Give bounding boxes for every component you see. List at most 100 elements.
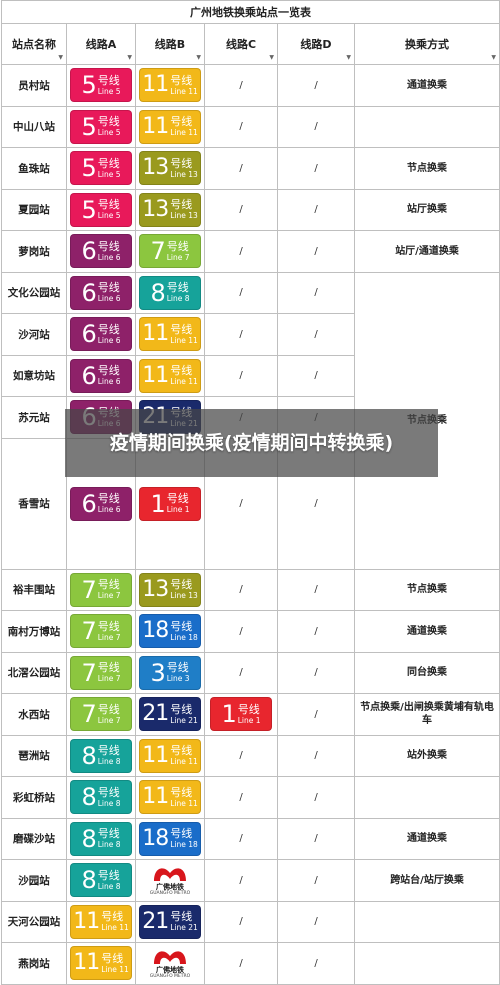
line-number: 6	[81, 361, 96, 390]
line-number: 7	[150, 237, 165, 266]
line-cn-label: 号线	[97, 73, 120, 87]
line-cell: 18 号线 Line 18	[135, 610, 205, 653]
line-cn-label: 号线	[97, 661, 120, 675]
empty-line-cell: /	[277, 147, 355, 190]
empty-line-cell: /	[277, 900, 355, 943]
line-number: 18	[142, 618, 169, 644]
line-number: 11	[142, 72, 169, 98]
table-row: 水西站 7 号线 Line 7 21 号线 Line 21 1 号线 Line 1/节点换乘/出闸…	[1, 693, 500, 736]
line-cell: 18 号线 Line 18	[135, 817, 205, 860]
line-cell: 11 号线 Line 11	[135, 105, 205, 148]
line-en-label: Line 13	[170, 591, 198, 601]
empty-line-cell: /	[204, 942, 278, 985]
line-en-label: Line 7	[97, 674, 121, 684]
line-cn-label: 号线	[170, 910, 193, 924]
line-en-label: Line 11	[170, 335, 198, 345]
line-number: 11	[142, 362, 169, 388]
empty-line-cell: /	[204, 651, 278, 694]
line-cell: 8 号线 Line 8	[66, 817, 136, 860]
line-cn-label: 号线	[170, 322, 193, 336]
line-cn-label: 号线	[97, 364, 120, 378]
line-en-label: Line 18	[170, 632, 198, 642]
line-number: 11	[142, 321, 169, 347]
header-label: 线路B	[154, 38, 186, 51]
filter-dropdown-icon[interactable]: ▼	[346, 54, 351, 61]
table-row: 彩虹桥站 8 号线 Line 8 11 号线 Line 11//	[1, 776, 500, 819]
table-row: 裕丰围站 7 号线 Line 7 13 号线 Line 13// 节点换乘	[1, 568, 500, 611]
line-en-label: Line 11	[170, 798, 198, 808]
station-name: 燕岗站	[1, 942, 67, 985]
filter-dropdown-icon[interactable]: ▼	[269, 54, 274, 61]
table-title: 广州地铁换乘站点一览表	[0, 0, 500, 24]
line-cell: 13 号线 Line 13	[135, 568, 205, 611]
line-cn-label: 号线	[97, 115, 120, 129]
empty-line-cell: /	[204, 354, 278, 397]
filter-dropdown-icon[interactable]: ▼	[491, 54, 497, 61]
filter-dropdown-icon[interactable]: ▼	[58, 54, 63, 61]
line-cell: 13 号线 Line 13	[135, 188, 205, 231]
line-cn-label: 号线	[97, 239, 120, 253]
line-number: 1	[150, 489, 165, 518]
line-8-badge: 8 号线 Line 8	[139, 275, 201, 310]
line-cn-label: 号线	[97, 868, 120, 882]
line-cell: 7 号线 Line 7	[66, 610, 136, 653]
line-cn-label: 号线	[170, 744, 193, 758]
line-number: 5	[81, 71, 96, 100]
line-number: 7	[81, 658, 96, 687]
transfer-mode: 节点换乘	[353, 147, 500, 190]
filter-dropdown-icon[interactable]: ▼	[127, 54, 132, 61]
line-cn-label: 号线	[170, 702, 193, 716]
transfer-mode	[353, 942, 500, 985]
line-en-label: Line 3	[166, 674, 190, 684]
empty-line-cell: /	[277, 230, 355, 273]
guangfo-metro-logo: 广佛地铁 GUANGFO METRO	[139, 863, 201, 897]
line-en-label: Line 11	[101, 923, 129, 933]
header-line-c: 线路C ▼	[204, 23, 278, 65]
line-en-label: Line 6	[97, 294, 121, 304]
line-en-label: Line 1	[166, 505, 190, 514]
empty-line-cell: /	[204, 313, 278, 356]
line-en-label: Line 21	[170, 715, 198, 725]
line-11-badge: 11 号线 Line 11	[139, 317, 201, 352]
header-label: 换乘方式	[405, 38, 450, 51]
line-number: 3	[150, 658, 165, 687]
station-name: 磨碟沙站	[1, 817, 67, 860]
line-7-badge: 7 号线 Line 7	[70, 572, 132, 607]
transfer-mode	[353, 900, 500, 943]
line-number: 18	[142, 825, 169, 851]
logo-en: GUANGFO METRO	[149, 891, 191, 897]
line-cell: 8 号线 Line 8	[66, 734, 136, 777]
table-row: 如意坊站 6 号线 Line 6 11 号线 Line 11//	[1, 354, 500, 397]
empty-line-cell: /	[204, 64, 278, 107]
line-cn-label: 号线	[97, 198, 120, 212]
line-en-label: Line 18	[170, 840, 198, 850]
header-label: 站点名称	[12, 38, 56, 51]
line-number: 5	[81, 154, 96, 183]
station-name: 员村站	[1, 64, 67, 107]
line-7-badge: 7 号线 Line 7	[139, 234, 201, 269]
line-11-badge: 11 号线 Line 11	[139, 358, 201, 393]
station-name: 萝岗站	[1, 230, 67, 273]
line-number: 6	[81, 237, 96, 266]
filter-dropdown-icon[interactable]: ▼	[196, 54, 201, 61]
line-8-badge: 8 号线 Line 8	[70, 863, 132, 898]
header-line-d: 线路D ▼	[277, 23, 355, 65]
line-cell: 7 号线 Line 7	[66, 568, 136, 611]
line-cn-label: 号线	[97, 619, 120, 633]
line-cn-label: 号线	[170, 73, 193, 87]
line-cn-label: 号线	[166, 281, 189, 295]
transfer-mode: 节点换乘/出闸换乘黄埔有轨电车	[353, 693, 500, 736]
line-cn-label: 号线	[170, 198, 193, 212]
header-line-b: 线路B ▼	[135, 23, 205, 65]
line-cn-label: 号线	[170, 785, 193, 799]
table-row: 琶洲站 8 号线 Line 8 11 号线 Line 11// 站外换乘	[1, 734, 500, 777]
line-cell: 5 号线 Line 5	[66, 147, 136, 190]
